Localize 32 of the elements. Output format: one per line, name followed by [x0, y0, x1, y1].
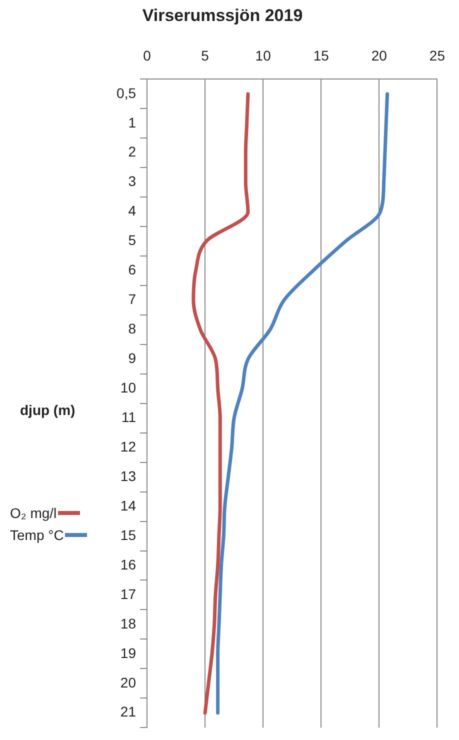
- y-tick-label: 5: [128, 232, 136, 248]
- x-tick-label: 25: [429, 48, 446, 64]
- y-tick-label: 9: [128, 350, 136, 366]
- x-tick-label: 20: [371, 48, 388, 64]
- x-tick-label: 15: [313, 48, 330, 64]
- legend-label: O₂ mg/l: [10, 505, 57, 521]
- y-tick-label: 13: [120, 468, 136, 484]
- y-tick-label: 11: [121, 408, 136, 425]
- y-tick-label: 6: [128, 262, 136, 278]
- y-tick-label: 15: [120, 526, 136, 543]
- y-tick-label: 16: [120, 556, 136, 572]
- y-tick-label: 19: [120, 644, 136, 661]
- x-tick-label: 0: [143, 48, 152, 64]
- x-tick-label: 10: [255, 48, 272, 64]
- chart-title: Virserumssjön 2019: [142, 6, 303, 25]
- y-tick-label: 3: [128, 173, 136, 190]
- y-tick-label: 8: [128, 320, 136, 337]
- y-tick-label: 0,5: [116, 84, 136, 101]
- y-tick-label: 21: [120, 704, 136, 720]
- y-tick-label: 14: [120, 497, 136, 514]
- y-tick-label: 4: [128, 202, 136, 219]
- y-tick-label: 10: [120, 380, 136, 396]
- x-tick-label: 5: [201, 48, 210, 64]
- legend-label: Temp °C: [10, 527, 64, 543]
- y-tick-label: 18: [120, 615, 136, 632]
- y-tick-label: 2: [128, 144, 136, 160]
- y-tick-label: 17: [120, 586, 136, 602]
- y-axis-title: djup (m): [20, 402, 76, 418]
- y-tick-label: 20: [120, 674, 136, 690]
- y-tick-label: 7: [128, 291, 136, 308]
- y-tick-label: 1: [128, 114, 136, 130]
- y-tick-label: 12: [120, 438, 136, 454]
